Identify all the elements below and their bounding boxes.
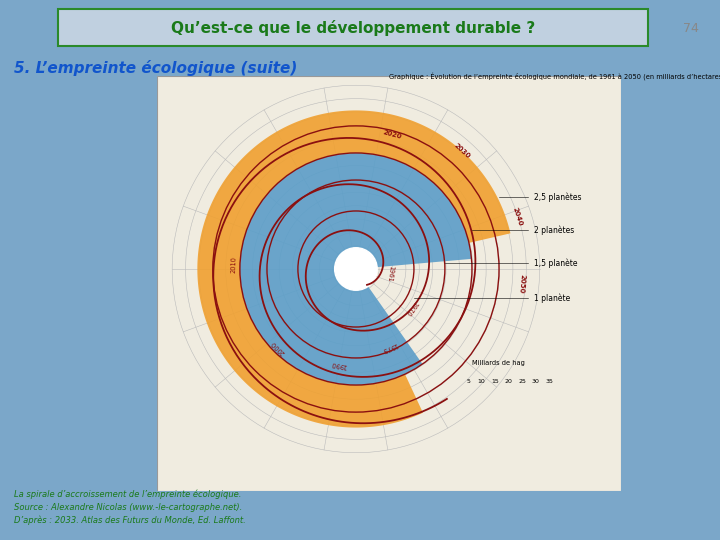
Text: 1961: 1961	[386, 265, 395, 282]
Text: 2,5 planètes: 2,5 planètes	[534, 193, 581, 202]
Text: 1,5 planète: 1,5 planète	[534, 259, 577, 268]
Text: Qu’est-ce que le développement durable ?: Qu’est-ce que le développement durable ?	[171, 19, 535, 36]
Text: 2 planètes: 2 planètes	[534, 226, 574, 235]
Text: 1970: 1970	[404, 299, 418, 316]
Text: 2030: 2030	[453, 143, 472, 160]
Text: Graphique : Évolution de l’empreinte écologique mondiale, de 1961 à 2050 (en mil: Graphique : Évolution de l’empreinte éco…	[389, 73, 720, 82]
Text: D’après : 2033. Atlas des Futurs du Monde, Ed. Laffont.: D’après : 2033. Atlas des Futurs du Mond…	[14, 515, 246, 525]
Text: 1990: 1990	[330, 360, 348, 369]
Text: 2000: 2000	[270, 339, 286, 355]
Text: Milliards de hag: Milliards de hag	[472, 360, 525, 366]
Text: 2010: 2010	[231, 256, 238, 273]
FancyBboxPatch shape	[58, 9, 648, 46]
Text: 1 planète: 1 planète	[534, 293, 570, 303]
Text: 20: 20	[505, 379, 513, 384]
Circle shape	[335, 248, 377, 291]
Text: 2040: 2040	[512, 206, 523, 227]
Text: 25: 25	[518, 379, 526, 384]
Text: 5. L’empreinte écologique (suite): 5. L’empreinte écologique (suite)	[14, 59, 298, 76]
Polygon shape	[197, 110, 510, 428]
Text: 15: 15	[491, 379, 499, 384]
Text: 10: 10	[478, 379, 485, 384]
Text: 30: 30	[532, 379, 540, 384]
Text: La spirale d’accroissement de l’empreinte écologique.: La spirale d’accroissement de l’empreint…	[14, 489, 242, 499]
Text: 1979: 1979	[380, 341, 398, 353]
Text: 5: 5	[466, 379, 470, 384]
FancyBboxPatch shape	[157, 76, 621, 491]
Text: 2020: 2020	[382, 129, 402, 140]
Text: Source : Alexandre Nicolas (www.-le-cartographe.net).: Source : Alexandre Nicolas (www.-le-cart…	[14, 503, 243, 512]
Polygon shape	[240, 153, 472, 385]
Text: 74: 74	[683, 22, 698, 35]
Text: 2050: 2050	[518, 274, 526, 293]
Text: 35: 35	[545, 379, 553, 384]
